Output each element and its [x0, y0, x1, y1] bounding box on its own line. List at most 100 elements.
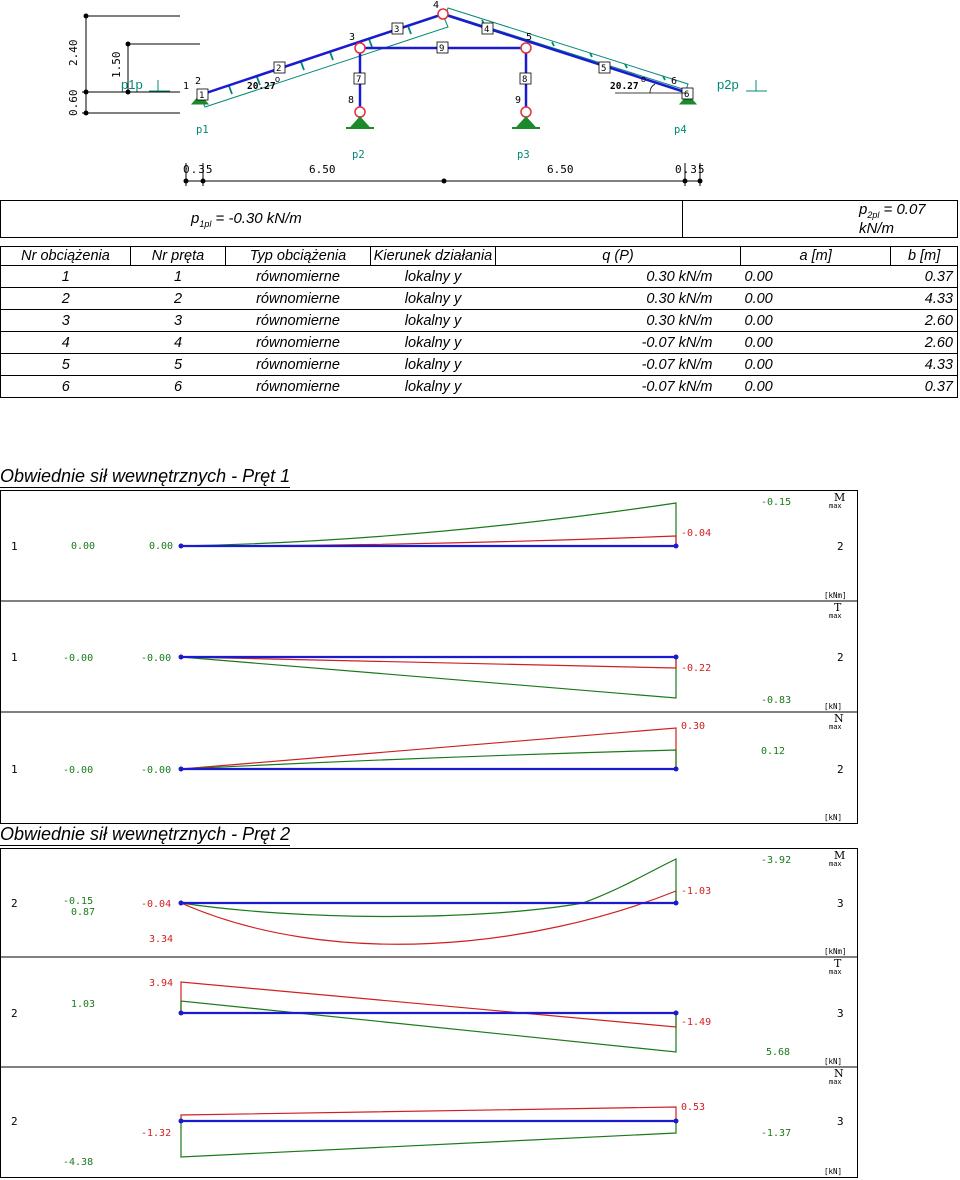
svg-text:o: o	[641, 74, 646, 84]
axis-start-node	[178, 654, 184, 660]
cell-member-nr: 6	[130, 375, 226, 398]
cell-load-type: równomierne	[225, 375, 371, 398]
diagram-symbol: M	[834, 849, 845, 862]
cell-load-type: równomierne	[225, 265, 371, 288]
diagram-symbol-sub: max	[829, 723, 842, 731]
axis-start-node	[178, 543, 184, 549]
cell-direction: lokalny y	[370, 375, 496, 398]
axis-end-node	[673, 766, 679, 772]
cell-q-value: -0.07 kN/m	[495, 375, 741, 398]
value-label-end_b: 0.12	[761, 746, 785, 757]
diagram-symbol: T	[834, 957, 842, 970]
axis-end-node	[673, 654, 679, 660]
axis-start-node	[178, 1118, 184, 1124]
cell-q-value: 0.30 kN/m	[495, 287, 741, 310]
value-label-start_left: 1.03	[71, 999, 95, 1010]
cell-direction: lokalny y	[370, 353, 496, 376]
cell-b-value: 2.60	[890, 331, 958, 354]
table-row: 6 6 równomierne lokalny y -0.07 kN/m 0.00 0.37	[0, 375, 958, 398]
cell-load-type: równomierne	[225, 309, 371, 332]
value-label-start: -0.00	[141, 653, 171, 664]
svg-text:o: o	[275, 74, 280, 84]
cell-load-nr: 4	[0, 331, 131, 354]
unit-label: [kN]	[824, 1057, 842, 1066]
diagram-symbol: N	[834, 1067, 844, 1080]
load-p1-value: p1pl = -0.30 kN/m	[191, 209, 302, 229]
node-start-label: 2	[11, 1115, 18, 1128]
svg-text:2: 2	[276, 64, 281, 74]
load-p2-value: p2pl = 0.07 kN/m	[859, 201, 926, 237]
load-label-right: p2p	[717, 77, 739, 92]
svg-text:1: 1	[183, 81, 189, 92]
dim-h2: 1.50	[110, 52, 123, 79]
cell-q-value: -0.07 kN/m	[495, 331, 741, 354]
node-end-label: 3	[837, 1115, 844, 1128]
col-header-a: a [m]	[739, 246, 892, 266]
svg-text:3: 3	[349, 32, 355, 43]
node-labels: 1 2 3 4 5 6 8 9	[183, 0, 677, 106]
height-dimensions	[82, 15, 200, 114]
node-start-label: 1	[11, 651, 18, 664]
value-label-start: 3.94	[149, 978, 173, 989]
cell-load-nr: 1	[0, 265, 131, 288]
value-label-end_a: -1.49	[681, 1017, 711, 1028]
col-header-load-type: Typ obciążenia	[225, 246, 371, 266]
value-label-end_b: -0.83	[761, 695, 791, 706]
cell-member-nr: 2	[130, 287, 226, 310]
envelope-max-line	[180, 1000, 677, 1053]
envelope-min-line	[180, 535, 677, 547]
axis-end-node	[673, 900, 679, 906]
value-label-start_low: -4.38	[63, 1157, 93, 1168]
diagram-symbol-sub: max	[829, 860, 842, 868]
value-label-end_b: -3.92	[761, 855, 791, 866]
load-label-left: p1p	[121, 77, 143, 92]
node-end-label: 3	[837, 897, 844, 910]
cell-q-value: -0.07 kN/m	[495, 353, 741, 376]
cell-member-nr: 5	[130, 353, 226, 376]
table-row: 2 2 równomierne lokalny y 0.30 kN/m 0.00 4.33	[0, 287, 958, 310]
node-start-label: 1	[11, 763, 18, 776]
diagram-symbol: N	[834, 712, 844, 725]
cell-a-value: 0.00	[740, 331, 891, 354]
col-header-direction: Kierunek działania	[370, 246, 496, 266]
value-label-end_b: -1.37	[761, 1128, 791, 1139]
load-arrows	[228, 19, 666, 95]
diagram-symbol-sub: max	[829, 968, 842, 976]
col-header-member-nr: Nr pręta	[130, 246, 226, 266]
cell-a-value: 0.00	[740, 287, 891, 310]
envelope-min-line	[180, 1106, 677, 1121]
node-end-label: 2	[837, 651, 844, 664]
node-start-label: 2	[11, 897, 18, 910]
axis-end-node	[673, 543, 679, 549]
cell-direction: lokalny y	[370, 331, 496, 354]
cell-b-value: 0.37	[890, 375, 958, 398]
table-row: 1 1 równomierne lokalny y 0.30 kN/m 0.00 0.37	[0, 265, 958, 288]
svg-text:2: 2	[195, 76, 201, 87]
cell-a-value: 0.00	[740, 375, 891, 398]
unit-label: [kNm]	[824, 591, 847, 600]
svg-text:4: 4	[484, 25, 489, 35]
load-p1-cell: p1pl = -0.30 kN/m	[0, 200, 683, 238]
envelope-min-line	[180, 656, 677, 669]
cell-load-type: równomierne	[225, 331, 371, 354]
svg-text:5: 5	[601, 64, 606, 74]
table-row: 5 5 równomierne lokalny y -0.07 kN/m 0.00 4.33	[0, 353, 958, 376]
svg-text:9: 9	[439, 44, 444, 54]
value-label-start_low: 3.34	[149, 934, 173, 945]
cell-load-type: równomierne	[225, 353, 371, 376]
svg-text:p4: p4	[674, 124, 687, 136]
col-header-load-nr: Nr obciążenia	[0, 246, 131, 266]
svg-text:8: 8	[348, 95, 354, 106]
value-label-start: -1.32	[141, 1128, 171, 1139]
cell-load-nr: 3	[0, 309, 131, 332]
dim-edge-left: 0.35	[183, 163, 214, 176]
value-label-end_a: -1.03	[681, 886, 711, 897]
axis-end-node	[673, 1010, 679, 1016]
angle-right: 20.27	[610, 81, 639, 92]
cell-load-nr: 2	[0, 287, 131, 310]
axis-start-node	[178, 900, 184, 906]
svg-text:4: 4	[433, 0, 439, 11]
envelope-max-line	[180, 1121, 677, 1158]
cell-q-value: 0.30 kN/m	[495, 309, 741, 332]
